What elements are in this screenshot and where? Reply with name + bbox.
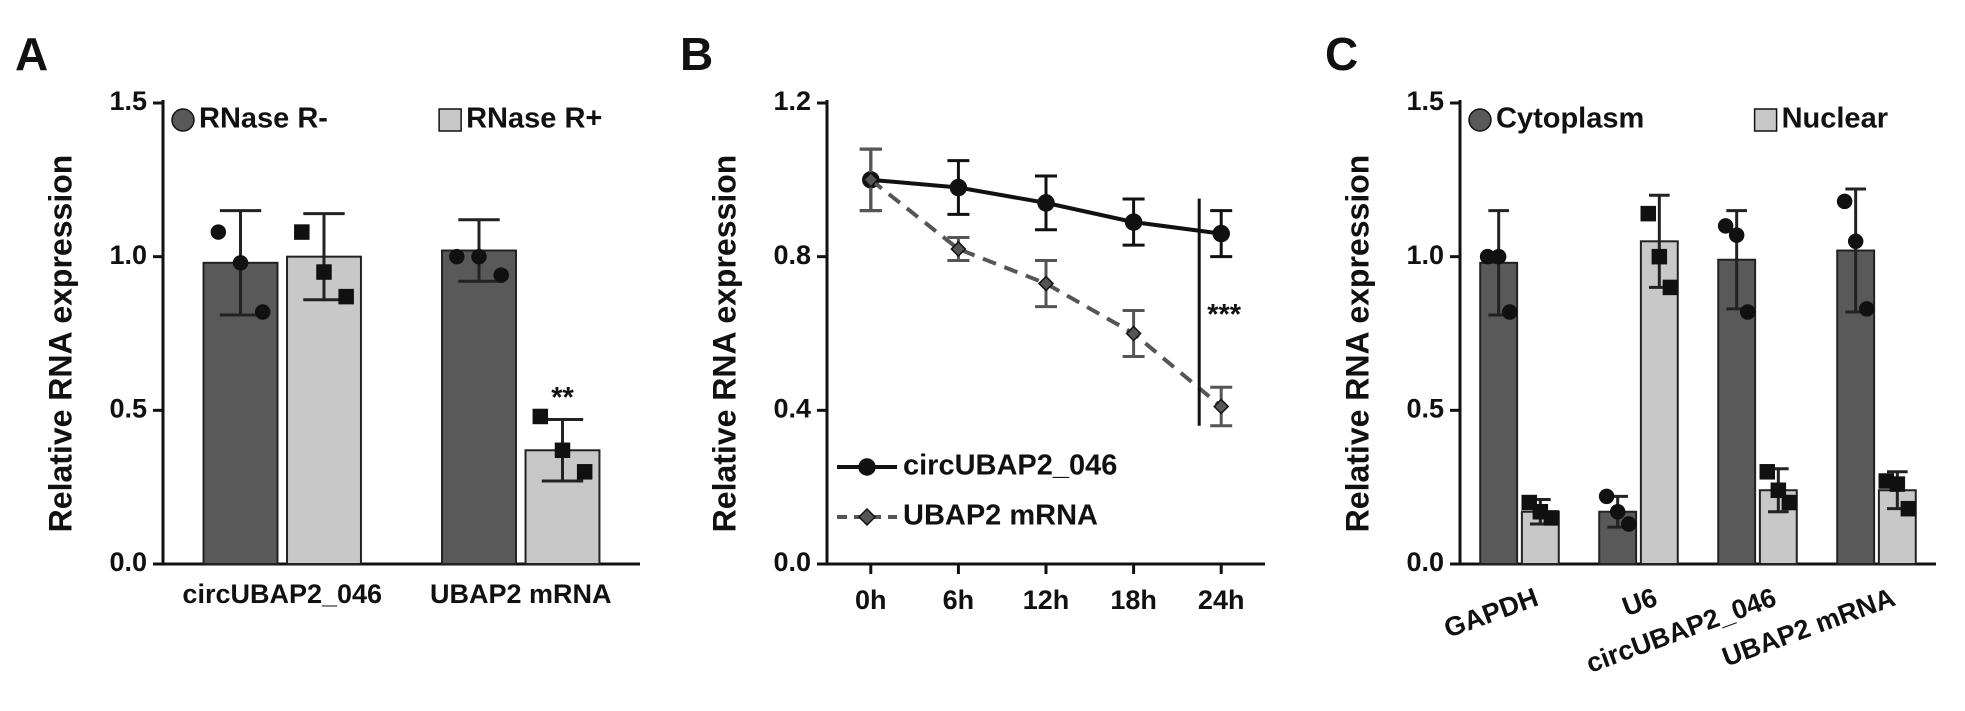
- line-marker: [1213, 398, 1230, 415]
- x-tick-label: 24h: [1198, 585, 1245, 615]
- data-point: [1490, 248, 1507, 265]
- legend-marker: [1753, 108, 1778, 132]
- data-point: [1770, 482, 1787, 498]
- panel-label: B: [680, 28, 713, 80]
- y-axis-label: Relative RNA expression: [42, 155, 78, 533]
- x-tick-label: 6h: [943, 585, 975, 615]
- data-point: [254, 304, 271, 320]
- data-point: [1889, 476, 1906, 492]
- legend-label: RNase R+: [466, 103, 602, 135]
- legend-label: circUBAP2_046: [903, 450, 1117, 482]
- x-tick-label: circUBAP2_046: [182, 579, 382, 609]
- data-point: [1728, 227, 1745, 243]
- x-tick-label: U6: [1618, 582, 1661, 622]
- line-marker: [950, 240, 967, 258]
- data-point: [1836, 193, 1853, 210]
- data-point: [1900, 500, 1917, 517]
- data-point: [1620, 516, 1637, 532]
- x-tick-label: GAPDH: [1440, 582, 1542, 644]
- y-tick-label: 0.4: [773, 393, 811, 423]
- data-point: [294, 224, 310, 240]
- line-marker: [1125, 325, 1142, 342]
- data-point: [210, 224, 227, 240]
- data-point: [1781, 494, 1798, 511]
- y-tick-label: 0.8: [773, 240, 811, 270]
- data-point: [1501, 304, 1518, 320]
- y-tick-label: 0.5: [109, 393, 147, 423]
- annotation: **: [551, 382, 574, 414]
- panel-label: C: [1325, 28, 1358, 80]
- data-point: [1858, 301, 1875, 317]
- y-tick-label: 1.0: [1406, 240, 1444, 270]
- data-point: [532, 408, 549, 425]
- line-marker: [862, 171, 879, 188]
- bar: [441, 249, 517, 566]
- data-point: [1543, 510, 1560, 526]
- legend-marker: [857, 507, 877, 527]
- data-point: [449, 248, 465, 265]
- legend-marker: [438, 108, 462, 132]
- data-point: [554, 442, 571, 459]
- legend-marker: [171, 108, 195, 132]
- y-tick-label: 1.0: [109, 240, 147, 270]
- data-point: [1640, 205, 1657, 222]
- data-point: [316, 264, 332, 280]
- y-axis-label: Relative RNA expression: [1339, 155, 1375, 533]
- line-marker: [1212, 224, 1230, 243]
- annotation: ***: [1207, 299, 1242, 331]
- data-point: [232, 255, 249, 271]
- line-marker: [1037, 194, 1055, 212]
- legend-marker: [1468, 108, 1492, 132]
- legend-marker: [858, 458, 876, 476]
- y-tick-label: 0.5: [1406, 393, 1444, 423]
- data-point: [576, 464, 593, 480]
- data-point: [1739, 304, 1756, 320]
- line-marker: [1037, 275, 1055, 292]
- y-tick-label: 1.5: [109, 86, 147, 116]
- y-tick-label: 1.5: [1406, 86, 1444, 116]
- line: [869, 178, 1223, 409]
- data-point: [1759, 464, 1776, 480]
- x-tick-label: 18h: [1110, 585, 1157, 615]
- data-point: [493, 267, 509, 283]
- legend-label: UBAP2 mRNA: [903, 500, 1098, 532]
- x-tick-label: UBAP2 mRNA: [430, 579, 612, 609]
- data-point: [1609, 504, 1626, 520]
- data-point: [1651, 248, 1668, 265]
- data-point: [1598, 488, 1615, 505]
- legend-label: Cytoplasm: [1496, 103, 1644, 135]
- x-tick-label: 12h: [1023, 585, 1070, 615]
- y-tick-label: 0.0: [773, 547, 811, 577]
- data-point: [338, 288, 354, 305]
- data-point: [1662, 279, 1679, 296]
- panel-label: A: [15, 28, 48, 80]
- y-tick-label: 0.0: [1406, 547, 1444, 577]
- data-point: [1717, 218, 1734, 234]
- data-point: [1847, 233, 1864, 250]
- line-marker: [949, 178, 968, 197]
- legend-label: Nuclear: [1782, 103, 1888, 135]
- y-tick-label: 0.0: [109, 547, 147, 577]
- y-axis-label: Relative RNA expression: [706, 155, 742, 533]
- data-point: [471, 248, 487, 265]
- legend-label: RNase R-: [199, 103, 328, 135]
- line-marker: [1124, 213, 1143, 231]
- y-tick-label: 1.2: [773, 86, 811, 116]
- x-tick-label: 0h: [855, 585, 887, 615]
